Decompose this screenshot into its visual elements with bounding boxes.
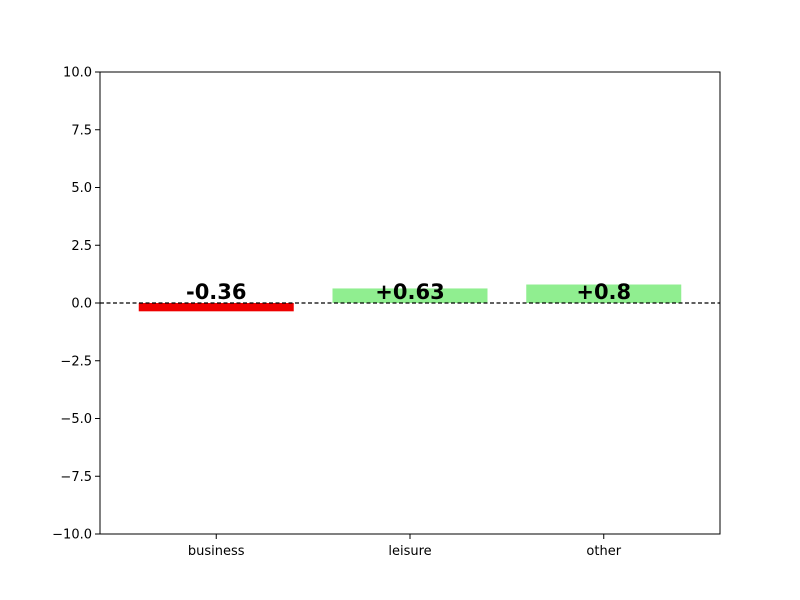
bars-group: [138, 284, 682, 312]
y-tick-label: −5.0: [60, 412, 92, 427]
x-tick-label: business: [188, 544, 245, 559]
y-tick-label: −7.5: [60, 470, 92, 485]
y-axis: −10.0 −7.5 −5.0 −2.5 0.0 2.5 5.0 7.5 10.0: [52, 66, 100, 543]
bar-leisure: [332, 288, 488, 303]
y-tick-label: 7.5: [71, 123, 92, 138]
x-tick-label: other: [586, 544, 621, 559]
y-tick-label: 10.0: [63, 66, 92, 81]
x-axis: business leisure other: [188, 534, 622, 559]
y-tick-label: −10.0: [52, 528, 92, 543]
bar-value-label: -0.36: [186, 280, 247, 304]
y-tick-label: 2.5: [71, 239, 92, 254]
bar-business: [138, 303, 294, 312]
bar-value-label: +0.8: [576, 280, 631, 304]
y-tick-label: −2.5: [60, 354, 92, 369]
bar-other: [526, 284, 682, 303]
bar-value-label: +0.63: [375, 280, 444, 304]
x-tick-label: leisure: [388, 544, 431, 559]
bar-labels-group: -0.36 +0.63 +0.8: [186, 280, 631, 304]
y-tick-label: 5.0: [71, 181, 92, 196]
y-tick-label: 0.0: [71, 297, 92, 312]
